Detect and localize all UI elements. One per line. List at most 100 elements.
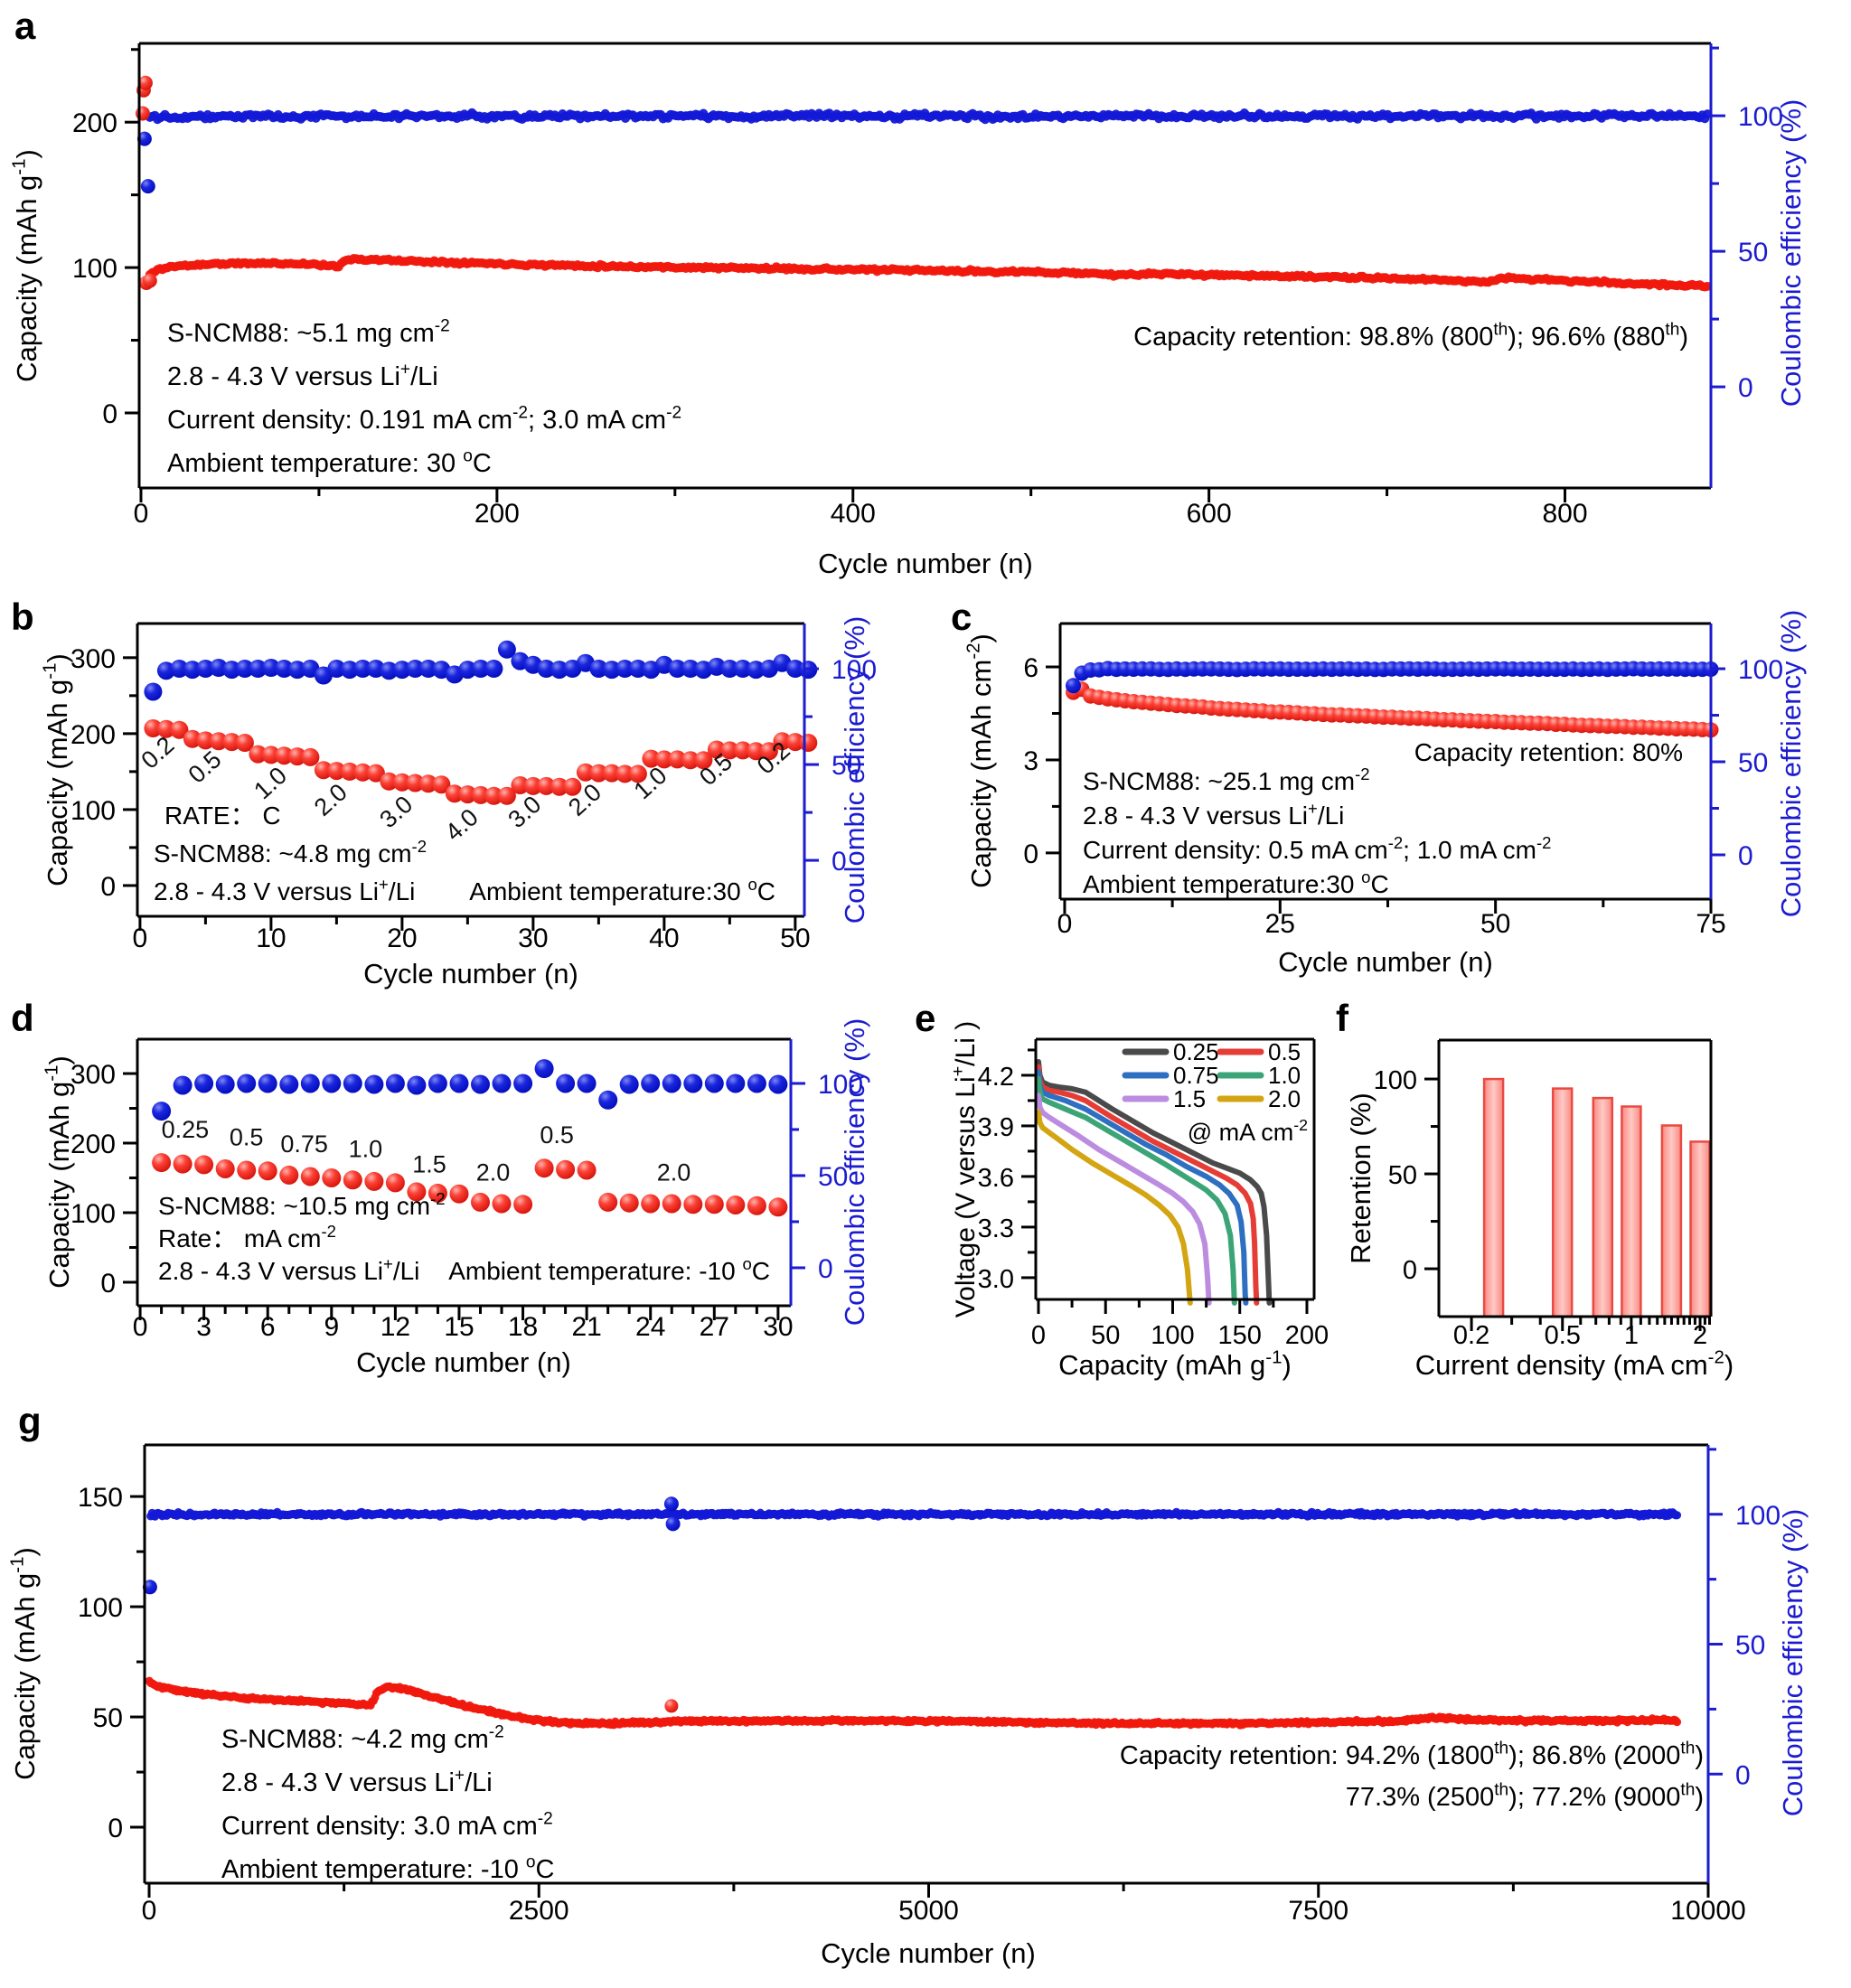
svg-text:Capacity (mAh g-1): Capacity (mAh g-1) — [42, 1055, 75, 1289]
svg-text:S-NCM88: ~4.2 mg cm-2: S-NCM88: ~4.2 mg cm-2 — [221, 1722, 504, 1754]
svg-text:100: 100 — [70, 1199, 116, 1229]
svg-text:30: 30 — [518, 924, 548, 953]
svg-text:5000: 5000 — [898, 1896, 959, 1926]
svg-text:0: 0 — [1735, 1760, 1751, 1790]
svg-text:@ mA cm-2: @ mA cm-2 — [1188, 1116, 1308, 1146]
svg-text:30: 30 — [763, 1312, 793, 1342]
svg-text:0.5: 0.5 — [230, 1123, 264, 1150]
svg-text:0.5: 0.5 — [183, 746, 227, 788]
svg-text:3.0: 3.0 — [374, 791, 418, 833]
svg-text:50: 50 — [1738, 748, 1768, 778]
svg-text:75: 75 — [1696, 909, 1725, 939]
svg-text:77.3% (2500th); 77.2% (9000th): 77.3% (2500th); 77.2% (9000th) — [1346, 1780, 1704, 1812]
panel-c: 0 25 50 75 0 3 6 0 50 100 Capacity retention: 80% S… — [963, 610, 1807, 978]
svg-text:200: 200 — [70, 720, 116, 750]
svg-text:6: 6 — [260, 1312, 276, 1342]
svg-text:Capacity (mAh g-1): Capacity (mAh g-1) — [1058, 1347, 1292, 1381]
svg-text:21: 21 — [571, 1312, 601, 1342]
panel-g: 0 2500 5000 7500 10000 0 50 100 150 0 50 100 S-NCM88… — [7, 1443, 1809, 1969]
svg-text:50: 50 — [1091, 1321, 1120, 1350]
svg-text:300: 300 — [70, 644, 116, 674]
svg-text:2.8 - 4.3 V versus Li+/Li: 2.8 - 4.3 V versus Li+/Li — [167, 360, 438, 391]
svg-text:150: 150 — [1218, 1321, 1262, 1350]
svg-text:100: 100 — [78, 1593, 123, 1623]
panel-c-label: c — [951, 595, 972, 638]
svg-text:100: 100 — [72, 254, 117, 284]
svg-text:200: 200 — [474, 499, 520, 529]
svg-text:25: 25 — [1265, 909, 1295, 939]
panel-d-label: d — [11, 997, 34, 1039]
svg-text:0: 0 — [108, 1814, 123, 1843]
svg-text:Current density (mA cm-2): Current density (mA cm-2) — [1415, 1347, 1734, 1381]
svg-text:50: 50 — [1480, 909, 1510, 939]
svg-text:Current density: 3.0 mA cm-2: Current density: 3.0 mA cm-2 — [221, 1809, 553, 1841]
svg-text:Current density: 0.191 mA cm-2: Current density: 0.191 mA cm-2; 3.0 mA c… — [167, 403, 681, 435]
svg-text:100: 100 — [1374, 1066, 1417, 1095]
svg-text:40: 40 — [649, 924, 679, 953]
svg-text:3.6: 3.6 — [978, 1164, 1014, 1193]
svg-text:0: 0 — [133, 1312, 148, 1342]
panel-b-label: b — [11, 595, 34, 638]
svg-text:2: 2 — [1693, 1321, 1707, 1350]
panel-e-label: e — [915, 997, 936, 1039]
svg-text:2.8 - 4.3 V versus Li+/Li: 2.8 - 4.3 V versus Li+/Li — [221, 1766, 493, 1797]
svg-text:7500: 7500 — [1288, 1896, 1348, 1926]
svg-text:2.0: 2.0 — [476, 1159, 511, 1186]
svg-text:0.5: 0.5 — [1268, 1038, 1301, 1065]
svg-text:50: 50 — [780, 924, 810, 953]
svg-text:100: 100 — [818, 1070, 863, 1100]
svg-text:1: 1 — [1624, 1321, 1639, 1350]
svg-text:0: 0 — [100, 1269, 116, 1299]
svg-text:0.75: 0.75 — [1173, 1062, 1219, 1089]
svg-text:100: 100 — [1151, 1321, 1194, 1350]
svg-text:Cycle number (n): Cycle number (n) — [821, 1937, 1036, 1969]
svg-text:50: 50 — [1735, 1631, 1765, 1661]
svg-text:0: 0 — [1023, 839, 1038, 869]
panel-a: 0 200 400 600 800 0 100 200 0 50 100 S-NCM88: ~5.1 … — [9, 42, 1807, 579]
svg-text:0: 0 — [142, 1896, 157, 1926]
svg-text:0.25: 0.25 — [162, 1116, 210, 1143]
svg-text:200: 200 — [1285, 1321, 1329, 1350]
svg-text:Capacity (mAh g-1): Capacity (mAh g-1) — [40, 653, 73, 886]
svg-text:Capacity (mAh g-1): Capacity (mAh g-1) — [7, 1547, 41, 1780]
svg-text:Ambient temperature:30 oC: Ambient temperature:30 oC — [1083, 867, 1389, 898]
svg-text:Capacity (mAh g-1): Capacity (mAh g-1) — [9, 149, 42, 382]
svg-text:0.2: 0.2 — [1453, 1321, 1489, 1350]
svg-text:0.2: 0.2 — [136, 731, 179, 774]
svg-text:2.8 - 4.3 V versus Li+/Li: 2.8 - 4.3 V versus Li+/Li — [1083, 799, 1344, 830]
svg-text:RATE： C: RATE： C — [164, 802, 281, 830]
svg-text:50: 50 — [93, 1703, 123, 1733]
panel-f-label: f — [1336, 997, 1348, 1039]
svg-text:Capacity (mAh cm-2): Capacity (mAh cm-2) — [963, 633, 997, 888]
svg-text:0: 0 — [1031, 1321, 1046, 1350]
svg-text:50: 50 — [832, 751, 861, 781]
svg-text:0.25: 0.25 — [1173, 1038, 1219, 1065]
svg-text:Capacity retention: 94.2% (180: Capacity retention: 94.2% (1800th); 86.8… — [1120, 1739, 1704, 1770]
svg-text:2.8 - 4.3 V versus Li+/Li: 2.8 - 4.3 V versus Li+/Li — [154, 875, 415, 905]
svg-text:Ambient temperature: 30 oC: Ambient temperature: 30 oC — [167, 446, 492, 478]
svg-text:1.5: 1.5 — [1173, 1085, 1206, 1112]
svg-text:27: 27 — [700, 1312, 729, 1342]
svg-text:0: 0 — [818, 1254, 833, 1284]
svg-text:Ambient temperature:30 oC: Ambient temperature:30 oC — [469, 875, 775, 905]
svg-text:1.0: 1.0 — [249, 762, 292, 804]
svg-text:10000: 10000 — [1670, 1896, 1745, 1926]
svg-text:0.5: 0.5 — [1545, 1321, 1581, 1350]
svg-text:3.0: 3.0 — [978, 1265, 1014, 1294]
svg-text:150: 150 — [78, 1483, 123, 1513]
svg-text:0: 0 — [134, 499, 149, 529]
svg-text:Capacity retention: 98.8% (800: Capacity retention: 98.8% (800th); 96.6%… — [1133, 320, 1688, 352]
svg-text:600: 600 — [1187, 499, 1232, 529]
svg-text:0: 0 — [1738, 373, 1753, 403]
svg-text:Coulombic efficiency (%): Coulombic efficiency (%) — [1775, 99, 1807, 408]
panel-a-label: a — [14, 5, 36, 47]
svg-text:Rate： mA cm-2: Rate： mA cm-2 — [158, 1222, 336, 1252]
svg-text:0: 0 — [102, 399, 117, 429]
svg-text:50: 50 — [818, 1162, 848, 1192]
svg-text:50: 50 — [1388, 1161, 1417, 1190]
svg-text:10: 10 — [256, 924, 286, 953]
svg-text:Ambient temperature: -10 oC: Ambient temperature: -10 oC — [221, 1852, 554, 1884]
